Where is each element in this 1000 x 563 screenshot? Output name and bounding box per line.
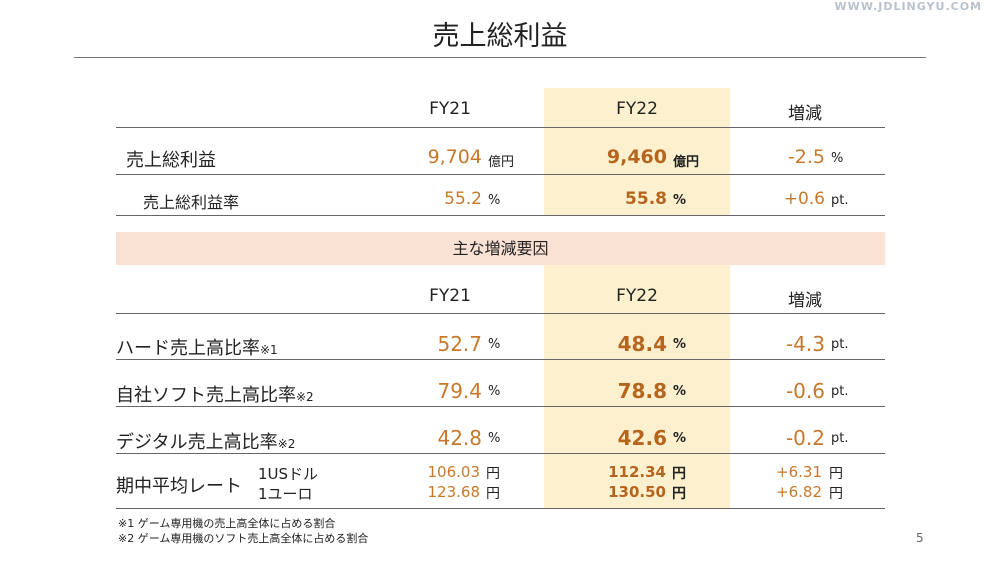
row-label-hard-ratio: ハード売上高比率※1	[116, 338, 278, 359]
factors-band	[116, 232, 885, 265]
own-soft-ratio-change-unit: pt.	[831, 384, 849, 399]
hard-ratio-fy22-unit: %	[673, 337, 687, 352]
fy22-highlight-bottom	[544, 265, 730, 509]
margin-fy21-unit: %	[488, 193, 501, 208]
title-divider	[74, 57, 926, 58]
table-rule	[116, 313, 885, 314]
page-title: 売上総利益	[432, 21, 568, 52]
fx-usd-change-unit: 円	[829, 466, 843, 482]
col-header-fy22: FY22	[616, 286, 658, 306]
hard-ratio-fy21: 52.7	[437, 332, 482, 356]
watermark: WWW.JDLINGYU.COM	[834, 0, 982, 13]
digital-ratio-fy21-unit: %	[488, 431, 501, 446]
table-rule	[116, 508, 885, 509]
margin-fy22-unit: %	[673, 193, 687, 208]
fx-usd-change: +6.31	[776, 463, 822, 481]
fx-eur-change-unit: 円	[829, 486, 843, 502]
fx-eur-fy22-unit: 円	[672, 486, 686, 502]
table-rule	[116, 359, 885, 360]
fx-eur-fy22: 130.50	[608, 483, 666, 501]
fx-usd-fy22-unit: 円	[672, 466, 686, 482]
row-label-own-soft-ratio: 自社ソフト売上高比率※2	[116, 385, 314, 406]
gross-profit-fy22: 9,460	[606, 146, 667, 168]
factors-title: 主な増減要因	[452, 239, 549, 258]
col-header-fy22: FY22	[616, 99, 658, 119]
margin-fy22: 55.8	[625, 189, 667, 209]
footnote-marker: ※2	[296, 390, 314, 404]
digital-ratio-fy22: 42.6	[617, 426, 667, 450]
fx-eur-fy21-unit: 円	[486, 486, 500, 502]
digital-ratio-fy21: 42.8	[437, 426, 482, 450]
margin-fy21: 55.2	[444, 189, 482, 209]
col-header-change: 増減	[788, 291, 822, 311]
table-rule	[116, 406, 885, 407]
own-soft-ratio-change: -0.6	[785, 379, 825, 403]
gross-profit-change-unit: %	[831, 151, 844, 166]
hard-ratio-fy22: 48.4	[617, 332, 667, 356]
own-soft-ratio-fy21-unit: %	[488, 384, 501, 399]
own-soft-ratio-fy21: 79.4	[437, 379, 482, 403]
col-header-change: 増減	[788, 104, 822, 124]
footnote-2: ※2 ゲーム専用機のソフト売上高全体に占める割合	[118, 532, 369, 545]
fx-eur-label: 1ユーロ	[258, 485, 313, 503]
digital-ratio-fy22-unit: %	[673, 431, 687, 446]
row-label-margin: 売上総利益率	[143, 193, 240, 212]
hard-ratio-fy21-unit: %	[488, 337, 501, 352]
footnote-marker: ※1	[260, 343, 278, 357]
fx-eur-fy21: 123.68	[427, 483, 481, 501]
hard-ratio-change: -4.3	[785, 332, 825, 356]
row-label-gross-profit: 売上総利益	[126, 150, 216, 171]
own-soft-ratio-fy22-unit: %	[673, 384, 687, 399]
gross-profit-fy21: 9,704	[427, 146, 482, 168]
footnote-1: ※1 ゲーム専用機の売上高全体に占める割合	[118, 517, 336, 530]
row-label-fx: 期中平均レート	[116, 476, 242, 497]
row-label-digital-ratio: デジタル売上高比率※2	[116, 432, 296, 453]
table-rule	[116, 215, 885, 216]
fx-usd-fy21-unit: 円	[486, 466, 500, 482]
digital-ratio-change: -0.2	[785, 426, 825, 450]
own-soft-ratio-fy22: 78.8	[617, 379, 667, 403]
fx-usd-fy21: 106.03	[427, 463, 481, 481]
col-header-fy21: FY21	[429, 286, 471, 306]
gross-profit-change: -2.5	[787, 146, 825, 168]
hard-ratio-change-unit: pt.	[831, 337, 849, 352]
margin-change: +0.6	[783, 189, 825, 209]
fx-usd-label: 1USドル	[258, 465, 319, 483]
table-rule	[116, 127, 885, 128]
gross-profit-fy21-unit: 億円	[488, 155, 515, 170]
fx-eur-change: +6.82	[776, 483, 822, 501]
table-rule	[116, 453, 885, 454]
margin-change-unit: pt.	[831, 193, 849, 208]
col-header-fy21: FY21	[429, 99, 471, 119]
page-number: 5	[916, 531, 924, 545]
fx-usd-fy22: 112.34	[608, 463, 666, 481]
fy22-highlight-top	[544, 88, 730, 216]
table-rule	[116, 174, 885, 175]
gross-profit-fy22-unit: 億円	[673, 155, 700, 170]
footnote-marker: ※2	[277, 437, 296, 451]
digital-ratio-change-unit: pt.	[831, 431, 849, 446]
